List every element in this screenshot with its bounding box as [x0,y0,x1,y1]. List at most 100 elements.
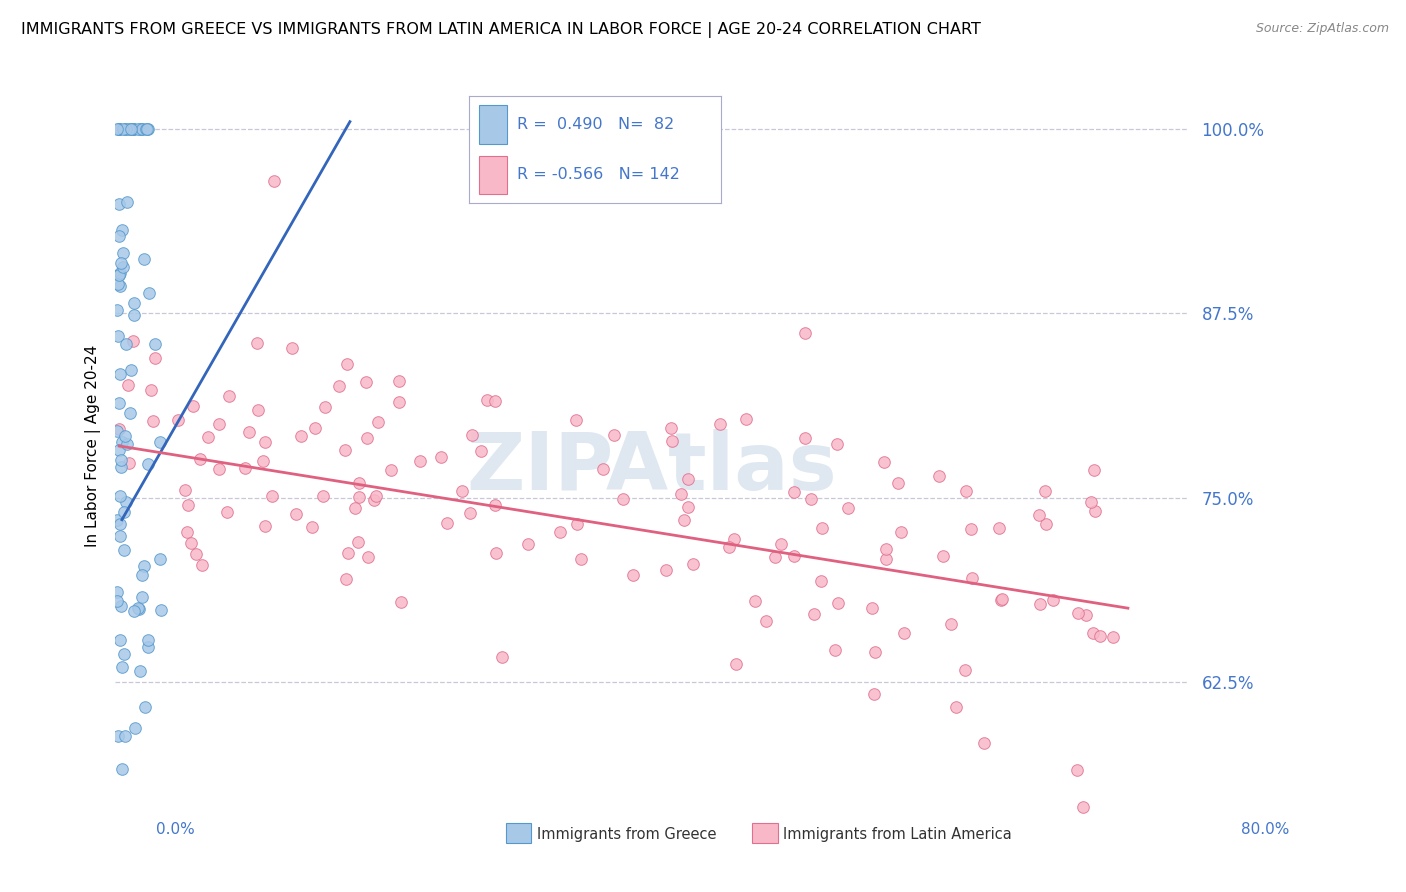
Point [1083,626,1105,640]
Point [215,505,238,519]
Point [973,736,995,750]
Point [114,122,136,136]
Text: ZIPAtlas: ZIPAtlas [467,429,837,508]
Point [188,452,211,467]
Point [108,268,131,282]
Point [990,592,1012,607]
Point [114,730,136,744]
Point [1033,484,1056,499]
Point [105,584,128,599]
Point [709,417,731,431]
Text: Immigrants from Greece: Immigrants from Greece [537,827,717,841]
Point [990,593,1012,607]
Point [254,434,277,449]
Point [612,492,634,507]
Point [347,490,370,504]
Point [347,476,370,491]
Point [105,424,128,438]
Point [107,122,129,136]
Point [238,425,260,439]
Point [953,664,976,678]
Point [105,513,128,527]
Point [735,412,758,426]
Point [723,532,745,546]
Point [108,122,131,136]
Point [960,522,983,536]
Point [336,357,359,371]
Point [1071,800,1094,814]
Point [811,520,834,534]
Point [129,664,152,678]
Point [191,558,214,573]
Point [862,687,884,701]
Point [115,436,138,450]
Point [336,546,359,560]
Point [1083,462,1105,476]
Point [138,286,160,301]
Point [262,489,284,503]
Point [461,428,484,442]
Point [122,604,145,618]
Point [218,389,240,403]
Point [945,699,967,714]
Point [354,375,377,389]
Point [110,516,132,531]
Point [247,403,270,417]
Point [122,122,145,136]
Point [484,393,506,408]
Point [389,594,412,608]
Point [451,484,474,499]
Point [108,367,131,381]
Point [678,472,700,486]
Point [124,721,146,735]
Point [357,550,380,565]
Point [363,492,385,507]
Point [356,431,378,445]
Y-axis label: In Labor Force | Age 20-24: In Labor Force | Age 20-24 [86,345,101,547]
Point [1101,630,1123,644]
Point [676,500,699,515]
Point [107,729,129,743]
Point [928,468,950,483]
Point [263,174,285,188]
Point [621,567,644,582]
Point [803,607,825,622]
Point [485,546,508,560]
Point [143,337,166,351]
Point [233,461,256,475]
Point [117,195,139,210]
Point [135,122,157,136]
Point [1042,593,1064,607]
Point [1080,495,1102,509]
Point [380,463,402,477]
Point [112,542,135,557]
Point [108,489,131,503]
Point [111,762,134,776]
Point [661,434,683,449]
Point [800,491,823,506]
Point [118,122,141,136]
Point [477,392,499,407]
Point [120,122,142,136]
Text: Source: ZipAtlas.com: Source: ZipAtlas.com [1256,22,1389,36]
Point [112,647,135,661]
Point [458,506,481,520]
Point [149,603,172,617]
Point [131,591,153,605]
Point [484,498,506,512]
Point [110,459,132,474]
Point [127,601,149,615]
Point [110,599,132,613]
Point [388,374,411,388]
Point [108,396,131,410]
Point [208,461,231,475]
Point [364,489,387,503]
Point [107,196,129,211]
Point [184,547,207,561]
Point [491,650,513,665]
Point [860,600,883,615]
Point [112,260,135,274]
Point [939,616,962,631]
Point [335,442,357,457]
Point [810,574,832,589]
